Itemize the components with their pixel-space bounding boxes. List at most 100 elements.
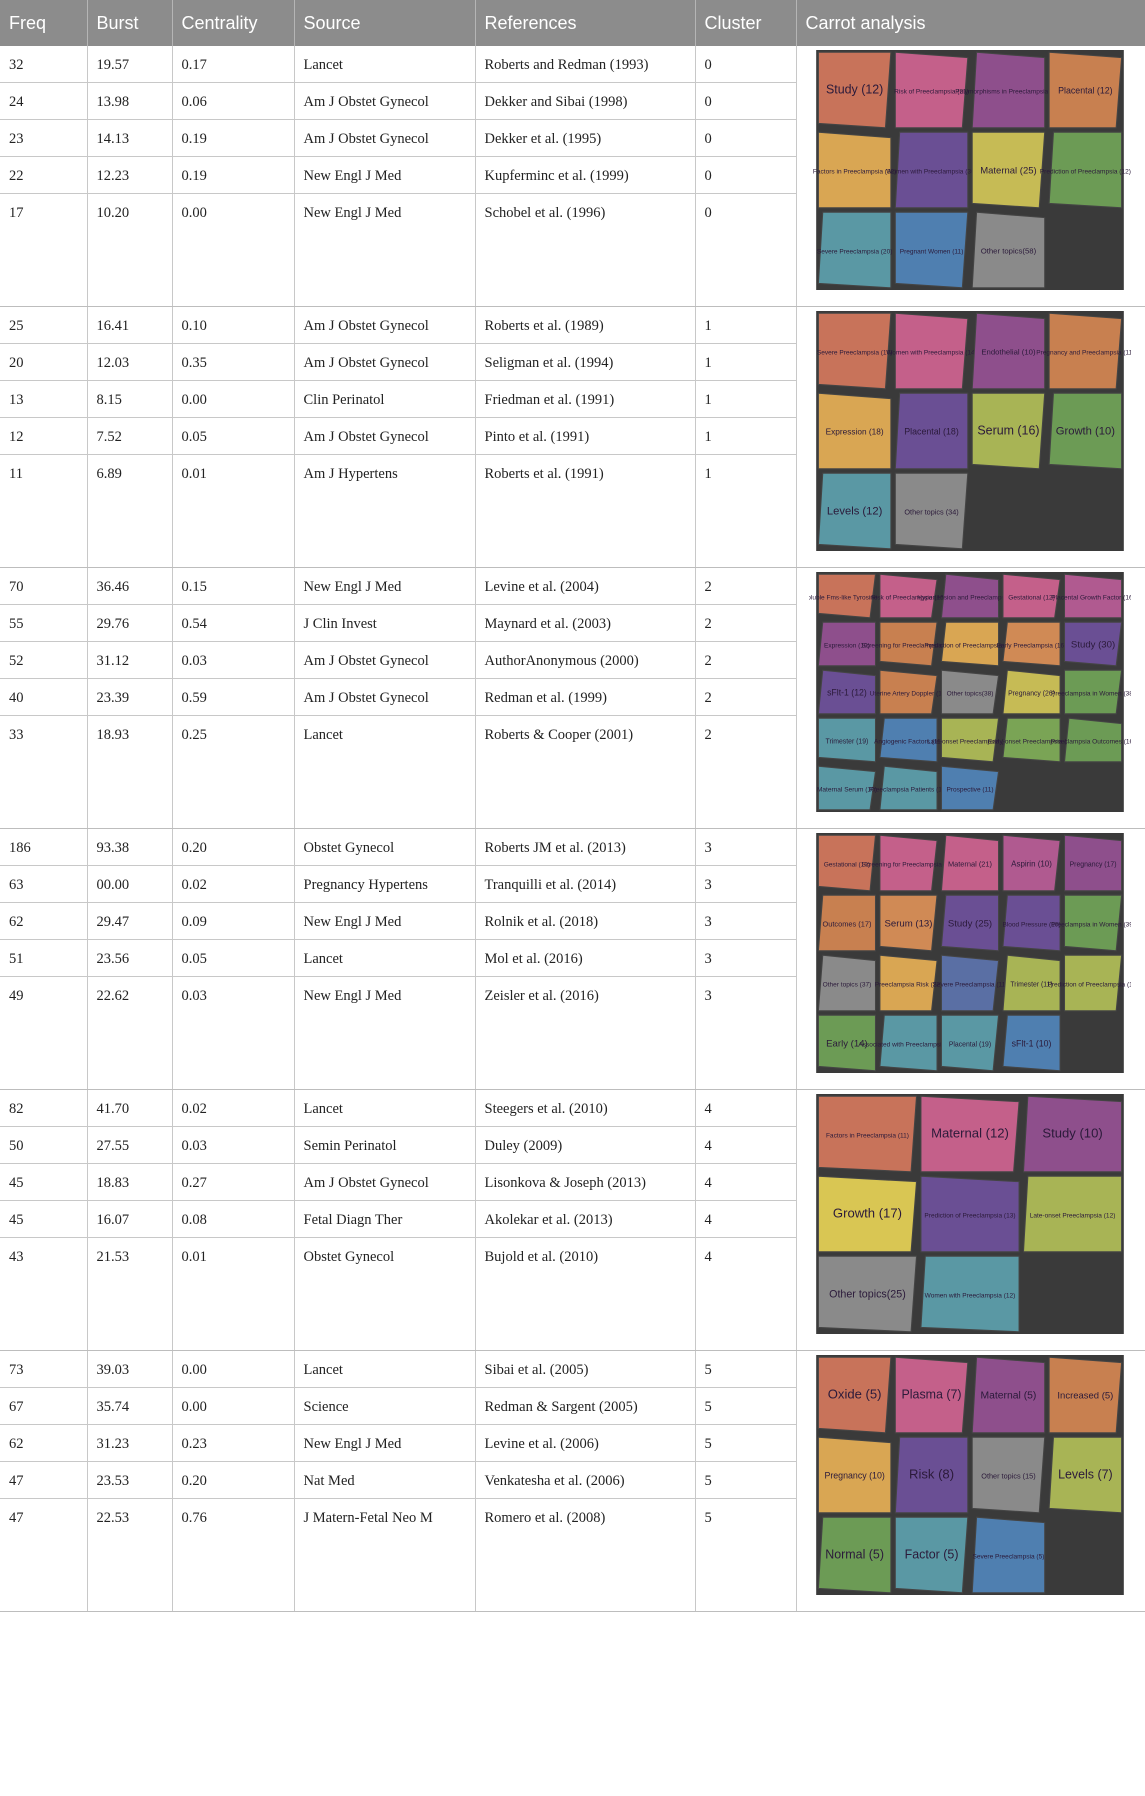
topic-label: Severe Preeclampsia (5) (972, 1553, 1044, 1560)
reference-column: Roberts JM et al. (2013) Tranquilli et al… (475, 828, 696, 1090)
source-cell: New Engl J Med (294, 903, 475, 940)
source-cell: Lancet (294, 940, 475, 977)
carrot-topic-map: Severe Preeclampsia (10)Women with Preec… (815, 311, 1131, 551)
topic-label: Growth (10) (1055, 425, 1114, 437)
centrality-cell: 0.01 (181, 1249, 207, 1265)
source-cell: Pregnancy Hypertens (294, 866, 475, 903)
topic-cell (817, 834, 876, 892)
centrality-cell: 0.54 (172, 605, 294, 642)
topic-cell (1063, 954, 1122, 1012)
cluster-cell: 0 (695, 120, 796, 157)
cluster-cell: 1 (695, 344, 796, 381)
centrality-cell: 0.17 (172, 46, 294, 83)
burst-cell: 39.03 (87, 1351, 172, 1388)
topic-cell (817, 211, 891, 289)
reference-cell: Roberts et al. (1991) (484, 466, 604, 482)
source-cell: Lancet (294, 1090, 475, 1127)
topic-cell (1001, 954, 1061, 1012)
freq-cell: 52 (0, 642, 87, 679)
topic-cell (1048, 312, 1122, 390)
topic-label: Prediction of Preeclampsia (12) (1039, 168, 1130, 175)
topic-label: Maternal (12) (931, 1125, 1009, 1140)
reference-cell: Roberts JM et al. (2013) (475, 829, 695, 866)
centrality-column: 0.15 0.54 0.03 0.59 0.25 (172, 567, 295, 829)
reference-cell: Dekker and Sibai (1998) (475, 83, 695, 120)
burst-cell: 18.83 (87, 1164, 172, 1201)
cluster-block: 32 24 23 22 17 19.57 13.98 14.13 12.23 10.20 0.17 0… (0, 46, 1145, 307)
source-cell: Am J Obstet Gynecol (294, 120, 475, 157)
centrality-cell: 0.05 (172, 940, 294, 977)
topic-label: Preeclampsia in Women (38) (1051, 690, 1131, 697)
topic-label: Placental (18) (904, 426, 959, 436)
centrality-cell: 0.09 (172, 903, 294, 940)
reference-cell: AuthorAnonymous (2000) (475, 642, 695, 679)
reference-cell: Levine et al. (2006) (475, 1425, 695, 1462)
topic-cell (1048, 1356, 1122, 1434)
cluster-cell: 5 (704, 1510, 712, 1526)
reference-cell: Redman & Sargent (2005) (475, 1388, 695, 1425)
freq-cell: 62 (0, 903, 87, 940)
header-burst: Burst (87, 0, 173, 46)
topic-cell (817, 669, 876, 715)
topic-label: Levels (12) (826, 505, 882, 517)
burst-cell: 22.62 (96, 988, 130, 1004)
topic-cell (894, 472, 968, 550)
topic-label: Polymorphisms in Preeclampsia (12) (955, 88, 1061, 95)
burst-cell: 14.13 (87, 120, 172, 157)
reference-cell: Duley (2009) (475, 1127, 695, 1164)
topic-label: Screening for Preeclampsia (10) (861, 861, 955, 868)
source-cell: New Engl J Med (294, 1425, 475, 1462)
burst-cell: 13.98 (87, 83, 172, 120)
source-cell: Am J Obstet Gynecol (294, 1164, 475, 1201)
burst-cell: 16.41 (87, 307, 172, 344)
cluster-cell: 3 (695, 829, 796, 866)
burst-cell: 31.23 (87, 1425, 172, 1462)
source-cell: Am J Hypertens (303, 466, 398, 482)
topic-label: Preeclampsia Risk (22) (874, 981, 942, 988)
centrality-cell: 0.76 (181, 1510, 207, 1526)
freq-cell: 23 (0, 120, 87, 157)
centrality-cell: 0.00 (172, 1351, 294, 1388)
source-column: Obstet Gynecol Pregnancy Hypertens New Eng… (294, 828, 476, 1090)
source-cell: New Engl J Med (303, 988, 402, 1004)
cluster-cell: 2 (704, 727, 712, 743)
source-cell: New Engl J Med (294, 568, 475, 605)
centrality-cell: 0.20 (172, 829, 294, 866)
source-cell: New Engl J Med (294, 157, 475, 194)
topic-cell (971, 131, 1045, 209)
topic-cell (1048, 131, 1122, 209)
topic-cell (878, 954, 938, 1012)
cluster-row: 73 67 62 47 47 39.03 35.74 31.23 23.53 22.53 0.00 0… (0, 1350, 1145, 1612)
topic-cell (817, 573, 876, 619)
topic-label: Factors in Preeclampsia (32) (812, 168, 895, 175)
cluster-cell: 1 (695, 307, 796, 344)
freq-cell: 62 (0, 1425, 87, 1462)
reference-column: Roberts et al. (1989) Seligman et al. (19… (475, 306, 696, 568)
reference-cell: Bujold et al. (2010) (484, 1249, 599, 1265)
topic-label: Expression (10) (824, 642, 870, 649)
freq-cell: 17 (9, 205, 24, 221)
cluster-block: 82 50 45 45 43 41.70 27.55 18.83 16.07 21.53 0.02 0… (0, 1089, 1145, 1351)
burst-cell: 23.53 (87, 1462, 172, 1499)
topic-label: Pregnancy (26) (1008, 690, 1055, 697)
topic-cell (878, 573, 938, 619)
topic-cell (817, 621, 876, 667)
burst-cell: 41.70 (87, 1090, 172, 1127)
topic-label: Trimester (11) (1010, 981, 1052, 988)
centrality-cell: 0.06 (172, 83, 294, 120)
source-cell: Lancet (294, 46, 475, 83)
reference-cell: Levine et al. (2004) (475, 568, 695, 605)
reference-cell: Mol et al. (2016) (475, 940, 695, 977)
topic-cell (817, 312, 891, 390)
topic-cell (971, 1356, 1045, 1434)
topic-cell (1063, 894, 1122, 952)
topic-label: Women with Preeclampsia (12) (924, 1292, 1015, 1299)
topic-cell (940, 669, 999, 715)
source-cell: Semin Perinatol (294, 1127, 475, 1164)
topic-label: Gestational (12) (1008, 594, 1054, 601)
topic-cell (878, 765, 938, 811)
topic-label: Women with Preeclampsia (30) (886, 168, 977, 175)
burst-cell: 12.23 (87, 157, 172, 194)
topic-label: Blood Pressure (10) (1002, 921, 1060, 928)
